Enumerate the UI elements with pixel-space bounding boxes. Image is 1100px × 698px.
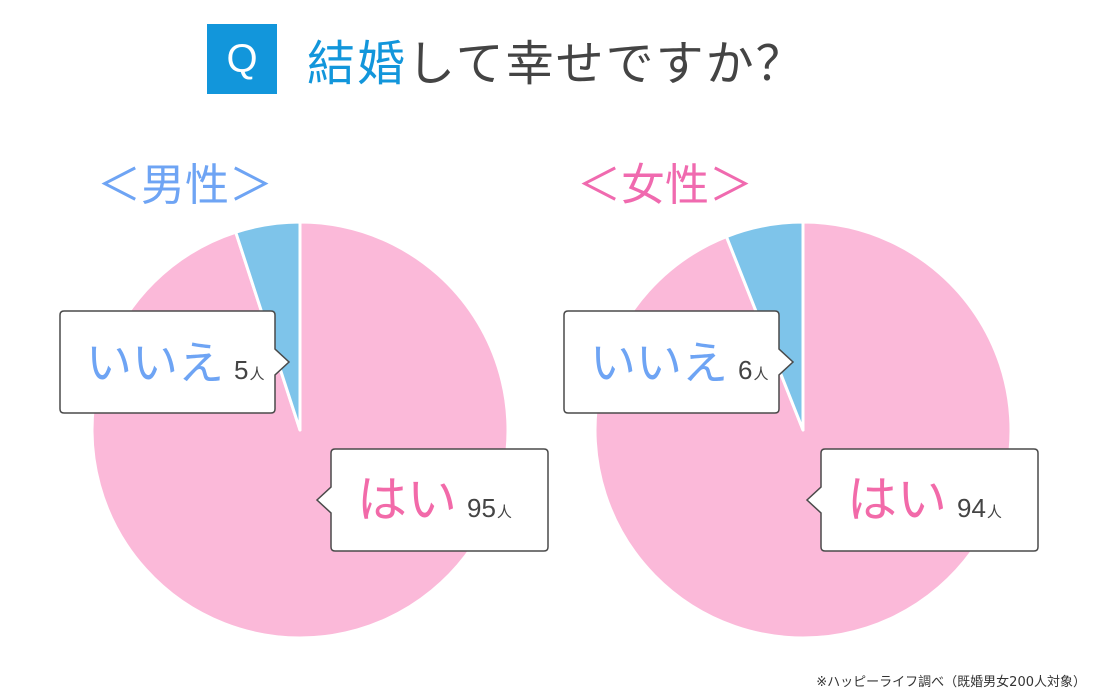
pie-0-no-label: いいえ [86, 336, 224, 390]
pie-1-yes-label: はい [847, 471, 947, 529]
pie-1-no-callout [563, 310, 795, 414]
pie-1-yes-value: 94 [957, 493, 986, 523]
pie-0-yes-label: はい [357, 471, 457, 529]
question-rest: して幸せですか？ [407, 36, 806, 92]
question-accent: 結婚 [307, 36, 408, 92]
source-footnote: ※ハッピーライフ調べ（既婚男女200人対象） [816, 675, 1086, 690]
pie-0-no-callout [59, 310, 291, 414]
pie-1-yes-unit: 人 [987, 503, 1002, 521]
group-label-0: ＜男性＞ [97, 160, 273, 211]
pie-0-no-unit: 人 [249, 365, 264, 383]
pie-1-yes-callout [805, 448, 1039, 552]
pie-0-yes-unit: 人 [497, 503, 512, 521]
group-label-1: ＜女性＞ [577, 160, 753, 211]
question-header: Q 結婚して幸せですか？ [207, 24, 806, 94]
pie-0-yes-callout [315, 448, 549, 552]
pie-1-no-unit: 人 [753, 365, 768, 383]
pie-1-no-value: 6 [738, 355, 752, 385]
pie-0-no-value: 5 [234, 355, 248, 385]
pie-0-yes-value: 95 [467, 493, 496, 523]
question-title: 結婚して幸せですか？ [307, 24, 806, 94]
pie-1-no-label: いいえ [590, 336, 728, 390]
q-badge: Q [207, 24, 277, 94]
